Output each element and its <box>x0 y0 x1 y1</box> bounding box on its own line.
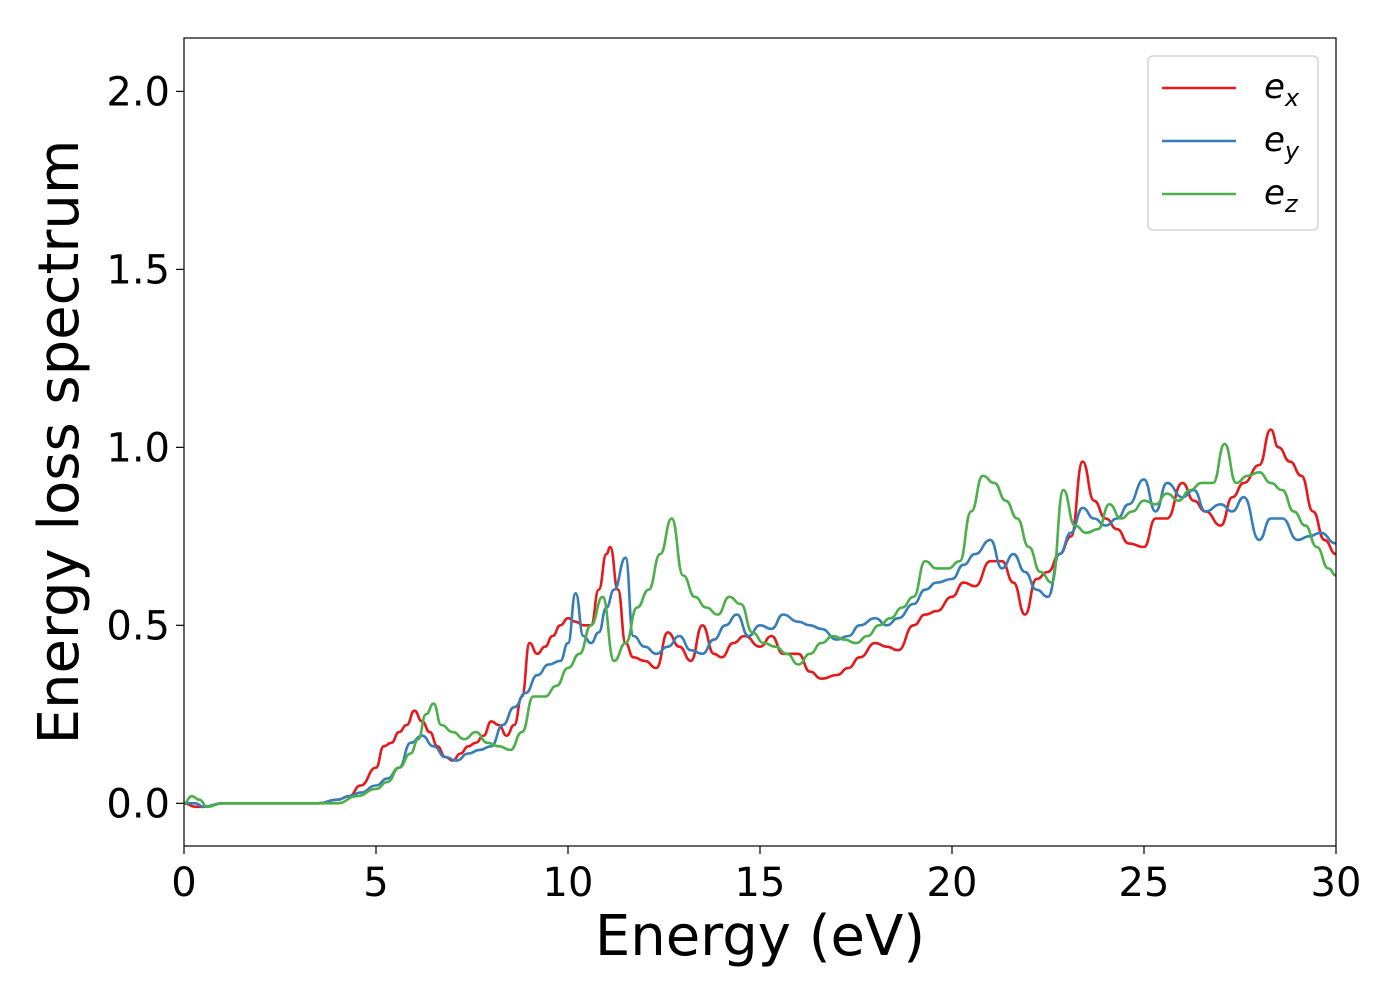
y-tick-label: 2.0 <box>106 69 170 115</box>
legend-label-z: ez <box>1264 173 1299 218</box>
legend-label-base: e <box>1264 173 1285 213</box>
legend-label-base: e <box>1264 120 1285 160</box>
y-tick-label: 1.5 <box>106 247 170 293</box>
y-tick-label: 0.5 <box>106 603 170 649</box>
legend-label-base: e <box>1264 67 1285 107</box>
x-tick-label: 30 <box>1311 860 1362 906</box>
y-tick-label: 0.0 <box>106 781 170 827</box>
x-axis-title: Energy (eV) <box>595 904 925 969</box>
y-axis-title: Energy loss spectrum <box>27 140 92 745</box>
series-line-x <box>184 428 1336 809</box>
legend-label-subscript: y <box>1284 137 1300 165</box>
x-tick-label: 20 <box>927 860 978 906</box>
x-tick-label: 5 <box>363 860 388 906</box>
legend-label-subscript: z <box>1284 190 1299 218</box>
series-line-z <box>184 442 1336 809</box>
y-tick-label: 1.0 <box>106 425 170 471</box>
legend-box <box>1147 55 1319 231</box>
series-lines <box>184 428 1336 809</box>
x-axis-ticks: 0 5 10 15 20 25 30 <box>171 846 1361 906</box>
y-axis-ticks: 0.0 0.5 1.0 1.5 2.0 <box>106 69 184 827</box>
x-tick-label: 10 <box>543 860 594 906</box>
series-line-y <box>184 478 1336 809</box>
x-tick-label: 0 <box>171 860 196 906</box>
x-tick-label: 15 <box>735 860 786 906</box>
legend-label-x: ex <box>1264 67 1300 112</box>
legend-label-y: ey <box>1264 120 1300 165</box>
legend-label-subscript: x <box>1284 84 1300 112</box>
x-tick-label: 25 <box>1119 860 1170 906</box>
